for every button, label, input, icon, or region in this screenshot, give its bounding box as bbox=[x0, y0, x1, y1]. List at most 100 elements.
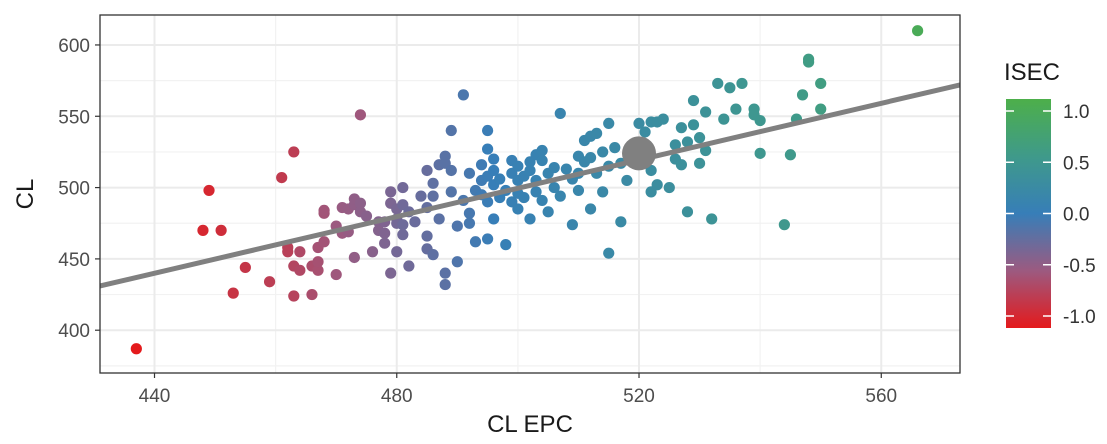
data-point bbox=[227, 287, 239, 299]
data-point bbox=[239, 261, 251, 274]
data-point bbox=[524, 213, 536, 225]
data-point bbox=[700, 144, 712, 157]
data-point bbox=[427, 190, 439, 202]
data-point bbox=[488, 213, 500, 225]
data-point bbox=[736, 77, 748, 90]
legend-tick-label: -0.5 bbox=[1063, 256, 1096, 277]
data-point bbox=[536, 154, 548, 167]
data-point bbox=[403, 260, 415, 272]
data-point bbox=[397, 229, 409, 241]
data-point bbox=[463, 217, 476, 229]
data-point bbox=[421, 164, 433, 177]
data-point bbox=[294, 264, 306, 276]
data-point bbox=[815, 103, 827, 115]
data-point bbox=[288, 146, 300, 158]
data-point bbox=[718, 113, 730, 125]
data-point bbox=[130, 343, 142, 355]
data-point bbox=[488, 153, 500, 165]
data-point bbox=[784, 149, 797, 161]
data-point bbox=[603, 247, 615, 259]
data-point bbox=[379, 237, 391, 249]
data-point bbox=[912, 25, 924, 37]
data-point bbox=[312, 256, 324, 268]
data-point bbox=[451, 220, 463, 232]
x-axis-title: CL EPC bbox=[487, 411, 573, 438]
data-point bbox=[276, 171, 288, 184]
data-point bbox=[554, 190, 566, 202]
data-point bbox=[512, 203, 524, 215]
data-point bbox=[348, 251, 360, 264]
data-point bbox=[669, 139, 681, 151]
data-point bbox=[203, 184, 215, 197]
data-point bbox=[548, 162, 560, 174]
data-point bbox=[409, 216, 421, 228]
data-point bbox=[512, 160, 524, 172]
data-point bbox=[397, 219, 409, 231]
data-point bbox=[385, 186, 397, 198]
data-point bbox=[366, 246, 379, 258]
data-point bbox=[354, 197, 367, 209]
data-point bbox=[445, 124, 457, 137]
data-point bbox=[542, 206, 554, 218]
data-point bbox=[391, 246, 403, 258]
data-point bbox=[796, 89, 809, 101]
legend-title: ISEC bbox=[1004, 59, 1060, 86]
data-point bbox=[548, 181, 560, 194]
data-point bbox=[433, 213, 445, 225]
data-point bbox=[663, 181, 675, 194]
data-point bbox=[439, 267, 451, 279]
data-point bbox=[482, 143, 494, 155]
data-point bbox=[482, 196, 494, 208]
data-point bbox=[457, 89, 469, 101]
data-point bbox=[584, 152, 597, 164]
data-point bbox=[294, 246, 306, 258]
data-point bbox=[657, 113, 669, 125]
data-point bbox=[482, 124, 494, 137]
data-point bbox=[651, 179, 663, 191]
data-point bbox=[421, 230, 433, 242]
data-point bbox=[463, 167, 476, 179]
data-point bbox=[427, 177, 439, 189]
data-point bbox=[536, 144, 548, 157]
data-point bbox=[597, 186, 609, 198]
panel-border bbox=[99, 14, 961, 374]
data-point bbox=[603, 117, 615, 129]
data-point bbox=[700, 106, 712, 118]
y-tick-label: 500 bbox=[58, 179, 90, 200]
legend-tick-label: 0.0 bbox=[1063, 205, 1089, 226]
data-point bbox=[645, 164, 657, 177]
y-tick-label: 450 bbox=[58, 250, 90, 271]
data-point bbox=[706, 213, 718, 225]
data-point bbox=[748, 103, 760, 115]
data-point bbox=[572, 184, 585, 197]
x-tick-label: 480 bbox=[381, 386, 413, 407]
data-point bbox=[591, 127, 603, 139]
highlight-point bbox=[622, 136, 657, 171]
data-point bbox=[536, 194, 548, 207]
data-point bbox=[518, 191, 530, 204]
data-point bbox=[554, 107, 566, 120]
data-point bbox=[687, 94, 700, 107]
data-point bbox=[360, 210, 373, 222]
x-tick-label: 520 bbox=[623, 386, 655, 407]
data-point bbox=[675, 122, 688, 134]
regression-line bbox=[100, 82, 960, 289]
data-point bbox=[609, 142, 621, 154]
x-tick-label: 560 bbox=[865, 386, 897, 407]
y-tick-label: 550 bbox=[58, 107, 90, 128]
data-point bbox=[712, 77, 724, 90]
data-point bbox=[778, 219, 790, 231]
data-point bbox=[306, 288, 318, 301]
data-point bbox=[815, 77, 827, 90]
data-point bbox=[681, 206, 694, 218]
data-point bbox=[445, 186, 457, 198]
data-point bbox=[675, 159, 688, 171]
data-point bbox=[445, 164, 457, 177]
data-point bbox=[312, 264, 324, 276]
data-point bbox=[802, 53, 815, 65]
data-point bbox=[397, 181, 409, 194]
data-point bbox=[730, 103, 742, 115]
y-axis-ticks: 400 450 500 550 600 bbox=[58, 36, 100, 342]
